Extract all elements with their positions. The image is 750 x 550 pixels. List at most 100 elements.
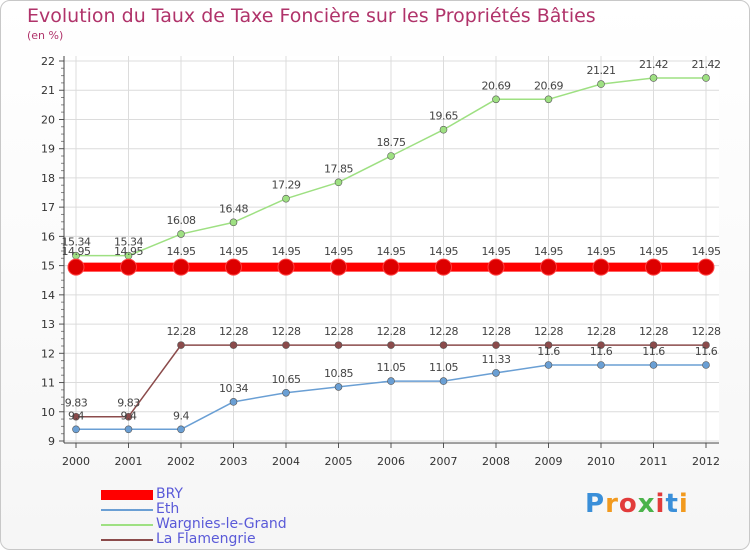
data-point — [177, 230, 185, 238]
data-point — [387, 377, 395, 385]
data-label: 12.28 — [639, 325, 668, 338]
data-point — [439, 125, 448, 134]
data-label: 12.28 — [167, 325, 196, 338]
data-point — [540, 258, 557, 276]
data-point — [702, 361, 710, 369]
data-label: 10.65 — [272, 373, 301, 386]
data-point — [597, 80, 605, 88]
data-label: 11.05 — [429, 361, 458, 374]
x-tick-label: 2000 — [62, 455, 90, 468]
y-tick-label: 18 — [41, 172, 55, 185]
data-label: 18.75 — [377, 136, 406, 149]
legend: BRY Eth Wargnies-le-Grand La Flamengrie — [101, 487, 287, 547]
data-label: 12.28 — [429, 325, 458, 338]
data-label: 12.28 — [534, 325, 563, 338]
data-label: 9.4 — [68, 409, 84, 422]
data-point — [387, 152, 395, 160]
data-label: 20.69 — [482, 79, 511, 92]
data-point — [67, 258, 85, 276]
data-point — [334, 178, 343, 187]
logo-letter: x — [637, 489, 656, 519]
x-tick-label: 2008 — [482, 455, 510, 468]
y-tick-label: 19 — [41, 143, 55, 156]
data-point — [334, 341, 343, 349]
logo-letter: r — [605, 489, 619, 519]
data-point — [334, 383, 343, 391]
data-label: 10.85 — [324, 367, 353, 380]
data-point — [492, 341, 500, 349]
data-point — [387, 341, 395, 349]
data-label: 21.42 — [692, 58, 721, 71]
data-label: 14.95 — [534, 245, 563, 258]
data-point — [435, 258, 452, 276]
data-point — [649, 361, 658, 369]
legend-label-eth: Eth — [156, 501, 180, 517]
data-point — [544, 341, 553, 349]
logo-letter: i — [655, 489, 666, 519]
data-label: 14.95 — [114, 245, 143, 258]
data-point — [439, 341, 448, 349]
data-label: 11.6 — [642, 345, 665, 358]
data-point — [487, 258, 505, 276]
logo-letter: i — [678, 489, 689, 519]
data-point — [72, 425, 80, 434]
data-point — [177, 341, 185, 349]
data-point — [544, 361, 553, 369]
data-point — [177, 425, 185, 434]
y-tick-label: 11 — [41, 377, 55, 390]
data-label: 21.42 — [639, 58, 668, 71]
legend-label-wargnies: Wargnies-le-Grand — [156, 516, 287, 532]
data-label: 12.28 — [377, 325, 406, 338]
data-label: 11.6 — [695, 345, 718, 358]
data-point — [229, 398, 238, 406]
data-label: 10.34 — [219, 382, 248, 395]
y-tick-label: 17 — [41, 201, 55, 214]
proxiti-logo: Proxiti — [585, 489, 689, 519]
data-label: 21.21 — [587, 64, 616, 77]
data-label: 12.28 — [482, 325, 511, 338]
data-label: 14.95 — [324, 245, 353, 258]
legend-label-flamengrie: La Flamengrie — [156, 531, 256, 547]
x-tick-label: 2006 — [377, 455, 405, 468]
data-point — [330, 258, 347, 276]
y-tick-label: 22 — [41, 55, 55, 68]
data-label: 14.95 — [377, 245, 406, 258]
data-point — [225, 258, 242, 276]
data-label: 14.95 — [272, 245, 301, 258]
data-label: 20.69 — [534, 79, 563, 92]
x-tick-label: 2001 — [115, 455, 143, 468]
data-point — [649, 74, 658, 82]
data-label: 14.95 — [692, 245, 721, 258]
data-point — [702, 341, 710, 349]
data-label: 9.4 — [173, 409, 189, 422]
y-tick-label: 12 — [41, 347, 55, 360]
chart-subtitle: (en %) — [27, 29, 64, 42]
data-label: 16.48 — [219, 202, 248, 215]
legend-item-wargnies: Wargnies-le-Grand — [101, 517, 287, 532]
data-label: 11.33 — [482, 353, 511, 366]
y-tick-label: 20 — [41, 113, 55, 126]
data-label: 16.08 — [167, 214, 196, 227]
data-point — [277, 258, 295, 276]
data-label: 19.65 — [429, 110, 458, 123]
data-point — [72, 412, 80, 421]
data-point — [597, 341, 605, 349]
y-tick-label: 9 — [48, 435, 55, 448]
data-point — [124, 412, 133, 421]
legend-swatch-flamengrie — [101, 538, 153, 541]
data-point — [645, 258, 662, 276]
data-point — [382, 258, 400, 276]
x-tick-label: 2012 — [692, 455, 720, 468]
logo-letter: o — [618, 489, 638, 519]
logo-letter: t — [665, 489, 679, 519]
data-label: 9.4 — [121, 409, 137, 422]
data-point — [492, 369, 500, 377]
data-label: 17.29 — [272, 179, 301, 192]
legend-label-bry: BRY — [156, 486, 183, 502]
data-point — [597, 361, 605, 369]
data-point — [282, 388, 290, 397]
data-label: 9.83 — [117, 397, 140, 410]
data-label: 11.6 — [537, 345, 560, 358]
data-label: 15.34 — [114, 236, 143, 249]
